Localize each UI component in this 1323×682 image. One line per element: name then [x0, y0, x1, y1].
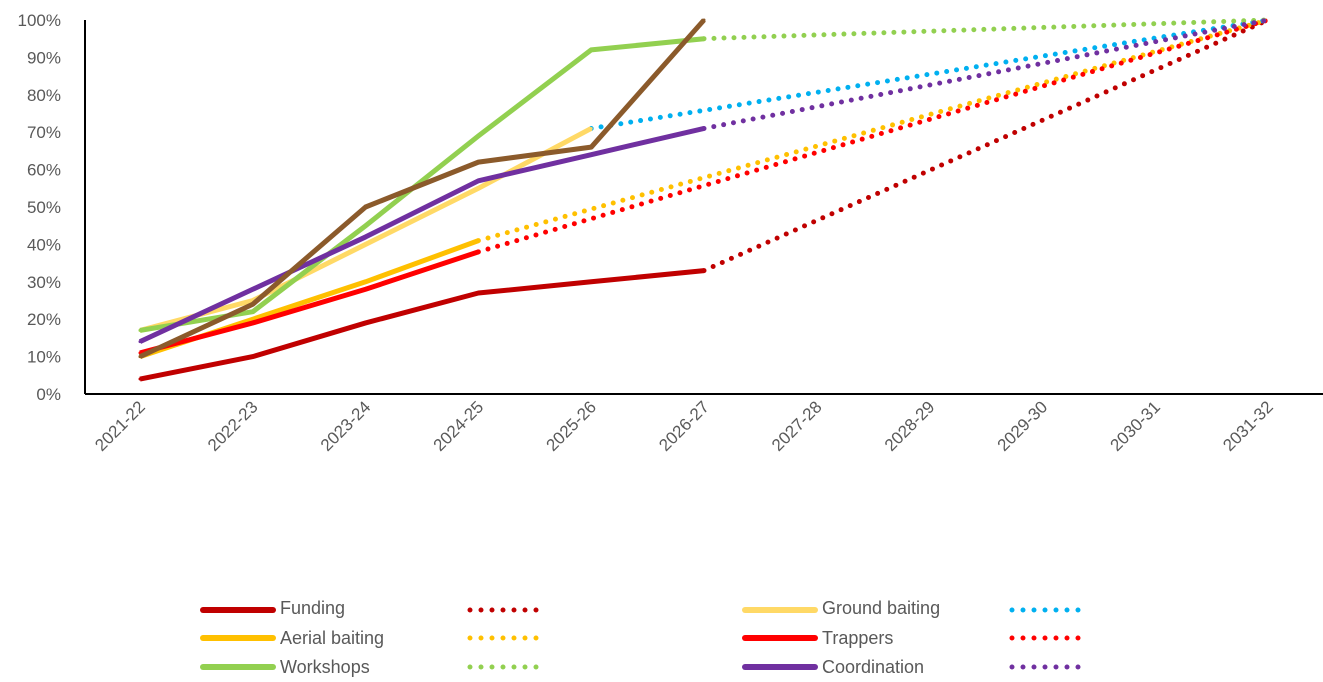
- data-point-coordination: [702, 126, 706, 130]
- y-tick-label: 60%: [27, 161, 61, 180]
- series-projection-ground-baiting: [588, 17, 1271, 131]
- x-tick-label: 2026-27: [655, 397, 713, 455]
- y-tick-label: 70%: [27, 123, 61, 142]
- x-tick-label: 2022-23: [204, 397, 262, 455]
- y-tick-label: 90%: [27, 48, 61, 67]
- data-point-funding: [702, 269, 706, 273]
- x-tick-label: 2021-22: [91, 397, 149, 455]
- data-point-trappers: [251, 321, 255, 325]
- data-point-funding: [476, 291, 480, 295]
- data-point-workshops: [364, 224, 368, 228]
- y-tick-label: 0%: [36, 385, 61, 404]
- series-projection-funding: [701, 17, 1271, 274]
- data-point-workshops: [476, 134, 480, 138]
- data-point-workshops: [138, 328, 142, 332]
- data-point-trappers: [476, 250, 480, 254]
- data-point-unnamed: [589, 145, 593, 149]
- x-tick-label: 2030-31: [1106, 397, 1164, 455]
- series-line-coordination: [138, 126, 705, 344]
- series-line-funding: [139, 268, 705, 382]
- y-tick-label: 100%: [18, 11, 61, 30]
- series-line-trappers: [139, 249, 480, 356]
- y-tick-label: 20%: [27, 310, 61, 329]
- data-point-aerial-baiting: [364, 280, 368, 284]
- data-point-unnamed: [702, 18, 706, 22]
- data-point-ground-baiting: [476, 186, 480, 190]
- y-tick-label: 30%: [27, 273, 61, 292]
- x-tick-label: 2028-29: [881, 397, 939, 455]
- series-projection-aerial-baiting: [475, 17, 1271, 244]
- y-tick-label: 50%: [27, 198, 61, 217]
- data-point-unnamed: [364, 205, 368, 209]
- series-projection-trappers: [475, 17, 1271, 255]
- data-point-unnamed: [138, 355, 142, 359]
- x-tick-label: 2024-25: [430, 397, 488, 455]
- data-point-ground-baiting: [364, 242, 368, 246]
- data-point-funding: [138, 377, 142, 381]
- series-line-ground-baiting: [139, 126, 593, 333]
- data-point-workshops: [251, 310, 255, 314]
- x-tick-label: 2031-32: [1219, 397, 1277, 455]
- data-point-trappers: [364, 287, 368, 291]
- x-tick-label: 2029-30: [994, 397, 1052, 455]
- data-point-funding: [589, 280, 593, 284]
- series-projection-workshops: [701, 17, 1271, 42]
- data-point-coordination: [589, 153, 593, 157]
- data-point-unnamed: [476, 160, 480, 164]
- data-point-coordination: [138, 340, 142, 344]
- x-tick-label: 2027-28: [768, 397, 826, 455]
- x-tick-label: 2025-26: [542, 397, 600, 455]
- data-point-ground-baiting: [589, 126, 593, 130]
- data-point-coordination: [476, 179, 480, 183]
- data-point-funding: [251, 355, 255, 359]
- x-tick-label: 2023-24: [317, 397, 375, 455]
- y-tick-label: 40%: [27, 235, 61, 254]
- series-line-unnamed: [138, 18, 706, 359]
- data-point-unnamed: [251, 302, 255, 306]
- data-point-funding: [364, 321, 368, 325]
- data-point-aerial-baiting: [251, 317, 255, 321]
- data-point-workshops: [702, 37, 706, 41]
- data-point-workshops: [589, 48, 593, 52]
- data-point-coordination: [251, 287, 255, 291]
- series-projection-coordination: [701, 17, 1271, 131]
- y-tick-label: 80%: [27, 86, 61, 105]
- data-point-coordination: [364, 235, 368, 239]
- data-point-aerial-baiting: [476, 239, 480, 243]
- y-tick-label: 10%: [27, 348, 61, 367]
